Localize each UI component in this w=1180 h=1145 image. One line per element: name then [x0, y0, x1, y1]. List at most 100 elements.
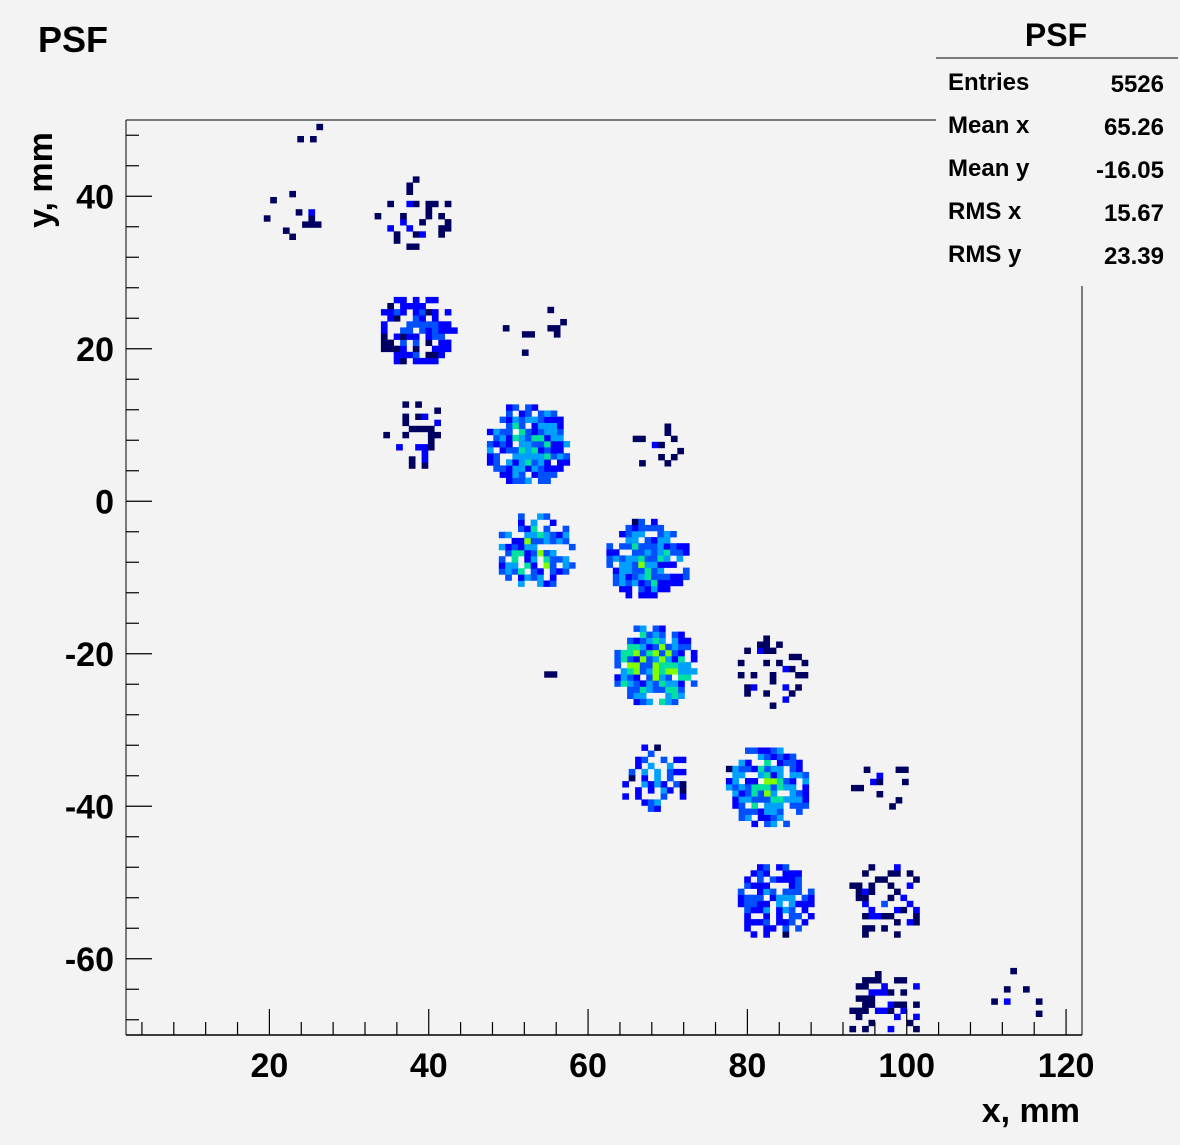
heatmap-cell: [874, 876, 882, 883]
heatmap-cell: [512, 447, 520, 454]
heatmap-cell: [631, 524, 639, 532]
heatmap-cell: [657, 579, 665, 587]
heatmap-cell: [868, 977, 876, 984]
heatmap-cell: [881, 925, 888, 932]
x-tick-label: 100: [878, 1047, 935, 1085]
heatmap-cell: [677, 447, 684, 455]
stats-box: PSF Entries 5526 Mean x 65.26 Mean y -16.05 RM…: [936, 6, 1178, 286]
heatmap-cell: [660, 787, 668, 794]
heatmap-cell: [393, 333, 401, 340]
heatmap-cell: [684, 643, 692, 651]
heatmap-cell: [802, 784, 810, 791]
heatmap-cell: [647, 805, 655, 812]
heatmap-cell: [783, 759, 790, 767]
heatmap-cell: [530, 525, 538, 533]
heatmap-cell: [400, 303, 407, 310]
heatmap-cell: [657, 543, 665, 550]
heatmap-cell: [631, 543, 639, 550]
heatmap-cell: [671, 692, 679, 699]
heatmap-cell: [431, 357, 439, 365]
heatmap-cell: [431, 321, 439, 328]
heatmap-cell: [639, 649, 647, 657]
heatmap-cell: [757, 765, 765, 773]
heatmap-cell: [855, 894, 863, 902]
heatmap-cell: [415, 413, 422, 420]
heatmap-cell: [506, 477, 513, 484]
heatmap-cell: [849, 882, 857, 889]
heatmap-cell: [505, 543, 512, 551]
heatmap-cell: [770, 820, 778, 828]
heatmap-cell: [738, 784, 746, 791]
heatmap-cell: [682, 549, 690, 556]
heatmap-cell: [644, 543, 652, 550]
heatmap-cell: [632, 435, 640, 443]
heatmap-cell: [512, 477, 520, 484]
heatmap-cell: [614, 674, 622, 681]
heatmap-cell: [544, 477, 551, 484]
heatmap-cell: [763, 635, 770, 642]
heatmap-cell: [512, 404, 520, 411]
heatmap-cell: [676, 543, 684, 550]
heatmap-cell: [788, 870, 796, 877]
heatmap-cell: [788, 906, 796, 914]
heatmap-cell: [770, 765, 778, 773]
heatmap-cell: [627, 680, 634, 687]
heatmap-cell: [732, 784, 739, 791]
heatmap-cell: [738, 765, 746, 773]
heatmap-cell: [644, 567, 652, 574]
heatmap-cell: [913, 983, 920, 990]
heatmap-cell: [783, 784, 790, 791]
heatmap-cell: [402, 419, 410, 427]
heatmap-cell: [633, 625, 641, 632]
heatmap-cell: [412, 176, 420, 183]
heatmap-cell: [654, 775, 661, 782]
heatmap-cell: [499, 441, 507, 448]
heatmap-cell: [419, 231, 426, 238]
heatmap-cell: [568, 543, 576, 551]
heatmap-cell: [646, 686, 653, 693]
heatmap-cell: [737, 900, 745, 908]
heatmap-cell: [670, 435, 678, 443]
heatmap-cell: [646, 662, 653, 669]
heatmap-cell: [549, 562, 557, 569]
heatmap-cell: [543, 562, 551, 569]
heatmap-cell: [913, 1025, 920, 1033]
heatmap-cell: [511, 568, 519, 575]
heatmap-cell: [646, 680, 653, 687]
heatmap-cell: [530, 556, 538, 563]
heatmap-cell: [412, 315, 420, 322]
heatmap-cell: [744, 919, 751, 926]
heatmap-cell: [537, 568, 544, 575]
heatmap-cell: [659, 680, 666, 687]
heatmap-cell: [415, 401, 422, 408]
heatmap-cell: [400, 357, 407, 365]
x-axis-label: x, mm: [982, 1092, 1080, 1130]
heatmap-cell: [665, 643, 672, 651]
heatmap-cell: [796, 802, 803, 809]
heatmap-cell: [512, 453, 520, 460]
heatmap-cell: [297, 136, 304, 143]
heatmap-cell: [633, 674, 641, 681]
heatmap-cell: [641, 775, 649, 782]
chart-title: PSF: [38, 19, 108, 60]
heatmap-cell: [788, 665, 796, 673]
heatmap-cell: [646, 649, 653, 657]
heatmap-cell: [531, 453, 539, 460]
heatmap-cell: [622, 793, 629, 800]
heatmap-cell: [783, 753, 790, 760]
heatmap-cell: [400, 219, 407, 226]
heatmap-cell: [745, 814, 752, 821]
heatmap-cell: [1023, 986, 1030, 993]
heatmap-cell: [402, 413, 410, 420]
heatmap-cell: [549, 519, 557, 526]
heatmap-cell: [670, 531, 677, 538]
heatmap-cell: [678, 643, 685, 651]
heatmap-cell: [782, 684, 790, 691]
heatmap-cell: [659, 662, 666, 669]
heatmap-cell: [652, 656, 660, 663]
heatmap-cell: [782, 925, 790, 932]
heatmap-cell: [776, 765, 784, 773]
heatmap-cell: [868, 906, 876, 914]
heatmap-cell: [400, 333, 407, 340]
heatmap-cell: [874, 971, 882, 978]
